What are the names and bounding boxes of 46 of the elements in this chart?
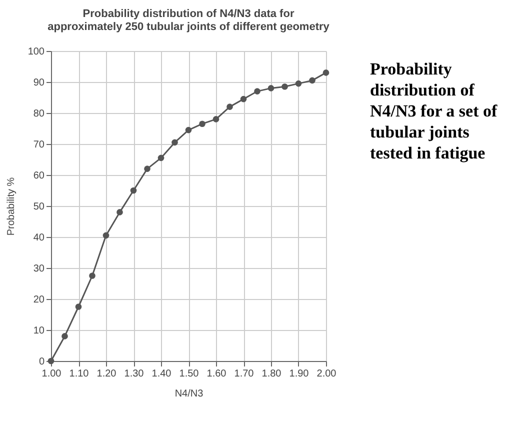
point (199, 120, 206, 128)
y-tick-label: 0 (38, 356, 45, 368)
point (172, 139, 178, 146)
y-tick-label: 30 (33, 264, 45, 274)
point (75, 304, 82, 310)
point (240, 96, 247, 102)
point (89, 272, 96, 279)
point (322, 70, 330, 76)
x-tick-label: 1.00 (42, 368, 62, 380)
y-axis-title: Probability % (6, 177, 17, 236)
y-tick-label: 20 (33, 294, 45, 306)
y-tick-label: 50 (33, 202, 45, 212)
point (295, 80, 302, 87)
x-tick-label: 1.20 (96, 368, 117, 380)
point (212, 116, 220, 122)
x-tick-label: 1.50 (179, 368, 200, 380)
x-tick-label: 1.70 (234, 368, 254, 380)
point (282, 83, 288, 90)
y-tick-label: 10 (33, 326, 45, 336)
point (62, 333, 68, 340)
text: Probability distribution of N4/N3 for a set of tubular joints tested in fatigue (370, 60, 498, 162)
x-tick-label: 1.90 (289, 368, 310, 380)
point (309, 77, 316, 84)
point (130, 187, 137, 194)
y-tick-label: 80 (33, 108, 45, 120)
y-tick-label: 60 (33, 170, 45, 182)
point (268, 85, 274, 92)
point (144, 166, 150, 172)
point (158, 154, 164, 162)
chart-title: Probability distribution of N4/N3 data for approximately 250 tubular joints of different geometry (48, 8, 330, 33)
y-tick-label: 40 (33, 232, 45, 244)
y-tick-label: 90 (33, 78, 45, 88)
point (185, 126, 192, 134)
y-tick-label: 70 (33, 140, 45, 150)
point (254, 88, 260, 94)
x-tick-label: 1.40 (152, 368, 172, 380)
x-tick-label: 1.30 (124, 368, 144, 380)
y-tick-label: 100 (28, 46, 45, 58)
point (116, 209, 123, 216)
x-tick-label: 2.00 (316, 368, 337, 380)
x-axis-title: N4/N3 (174, 388, 204, 400)
x-tick-label: 1.80 (262, 368, 282, 380)
x-tick-label: 1.60 (206, 368, 227, 380)
x-tick-label: 1.10 (69, 368, 90, 380)
point (226, 104, 233, 110)
point (102, 232, 110, 239)
